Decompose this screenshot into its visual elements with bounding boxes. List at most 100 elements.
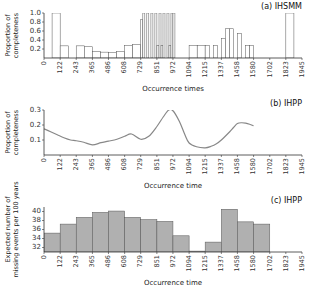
x-tick: [156, 58, 157, 60]
panel: 0.10.20.30122243365486608729851972109412…: [4, 99, 306, 190]
y-tick-label: 36: [32, 225, 41, 233]
x-tick: [44, 252, 45, 254]
x-tick: [76, 252, 77, 254]
x-tick-label: 122: [56, 158, 64, 170]
x-tick: [140, 252, 141, 254]
x-tick: [92, 252, 93, 254]
bar: [250, 45, 254, 58]
bar: [157, 45, 159, 58]
bar: [52, 13, 60, 58]
x-tick: [237, 252, 238, 254]
bar: [151, 13, 153, 58]
y-tick-label: 0.2: [30, 45, 41, 53]
x-tick: [156, 252, 157, 254]
x-tick-label: 851: [153, 61, 161, 73]
bar: [125, 45, 133, 58]
bar: [141, 20, 143, 58]
y-tick: [42, 13, 44, 14]
bar: [92, 51, 100, 58]
x-tick-label: 1945: [298, 61, 306, 78]
x-tick-label: 243: [72, 158, 80, 170]
bar: [143, 13, 145, 58]
x-tick: [60, 58, 61, 60]
bar: [161, 45, 163, 58]
y-tick-label: 38: [32, 216, 41, 224]
bar: [157, 221, 173, 252]
x-tick: [172, 252, 173, 254]
figure: 0.20.40.60.81.00122243365486608729851972…: [0, 0, 312, 292]
x-tick: [44, 58, 45, 60]
bar: [205, 45, 209, 58]
x-tick-label: 1823: [282, 61, 290, 78]
x-tick: [302, 252, 303, 254]
bar: [189, 45, 197, 58]
x-tick-label: 1094: [185, 158, 193, 175]
bar: [60, 224, 76, 252]
y-tick: [42, 40, 44, 41]
bar: [147, 13, 149, 58]
x-tick: [76, 155, 77, 157]
bar: [221, 39, 225, 58]
y-tick: [42, 220, 44, 221]
x-tick-label: 729: [136, 158, 144, 170]
y-tick: [42, 238, 44, 239]
x-tick: [237, 58, 238, 60]
bar: [163, 13, 165, 58]
x-tick-label: 1458: [233, 158, 241, 175]
x-tick: [205, 58, 206, 60]
x-tick-label: 1337: [217, 255, 225, 272]
y-tick-label: 0.6: [30, 27, 42, 35]
x-tick: [108, 58, 109, 60]
x-tick-label: 608: [120, 158, 128, 170]
x-tick-label: 1702: [266, 255, 274, 272]
x-tick-label: 608: [120, 255, 128, 267]
x-tick-label: 1702: [266, 61, 274, 78]
x-tick: [44, 155, 45, 157]
bar: [133, 45, 141, 59]
x-tick: [124, 58, 125, 60]
x-tick: [269, 58, 270, 60]
bar: [84, 47, 92, 58]
y-tick-label: 0.2: [30, 121, 41, 129]
x-tick-label: 1580: [249, 158, 257, 175]
x-tick: [269, 155, 270, 157]
x-tick: [189, 252, 190, 254]
bar: [246, 45, 250, 58]
line: [44, 110, 254, 148]
x-tick-label: 0: [40, 61, 48, 65]
bar: [171, 13, 173, 58]
x-tick-label: 1580: [249, 255, 257, 272]
bar: [117, 51, 125, 58]
y-label: Expected number ofmissing events per 100…: [4, 181, 20, 278]
bar: [173, 13, 175, 58]
x-tick-label: 365: [88, 61, 96, 73]
x-tick-label: 1702: [266, 158, 274, 175]
x-tick-label: 1215: [201, 61, 209, 78]
plot-area: [44, 209, 270, 252]
bar: [169, 45, 171, 58]
bar: [197, 45, 205, 58]
x-tick-label: 486: [104, 158, 112, 170]
bar: [76, 217, 92, 252]
x-tick: [60, 252, 61, 254]
x-tick: [140, 155, 141, 157]
bar: [108, 211, 124, 252]
plot-area: [52, 13, 294, 58]
y-tick: [42, 125, 44, 126]
x-tick: [302, 155, 303, 157]
y-tick-label: 0.3: [30, 106, 41, 114]
x-tick-label: 729: [136, 255, 144, 267]
x-tick-label: 1337: [217, 61, 225, 78]
x-tick-label: 122: [56, 61, 64, 73]
x-tick-label: 365: [88, 255, 96, 267]
x-tick: [189, 155, 190, 157]
plot-area: [44, 110, 254, 148]
x-tick: [237, 155, 238, 157]
x-tick: [92, 155, 93, 157]
bar: [173, 236, 189, 252]
y-label: Proportion ofcompleteness: [4, 109, 20, 155]
x-tick-label: 1094: [185, 61, 193, 78]
x-tick-label: 1458: [233, 61, 241, 78]
x-tick-label: 365: [88, 158, 96, 170]
x-tick: [205, 252, 206, 254]
